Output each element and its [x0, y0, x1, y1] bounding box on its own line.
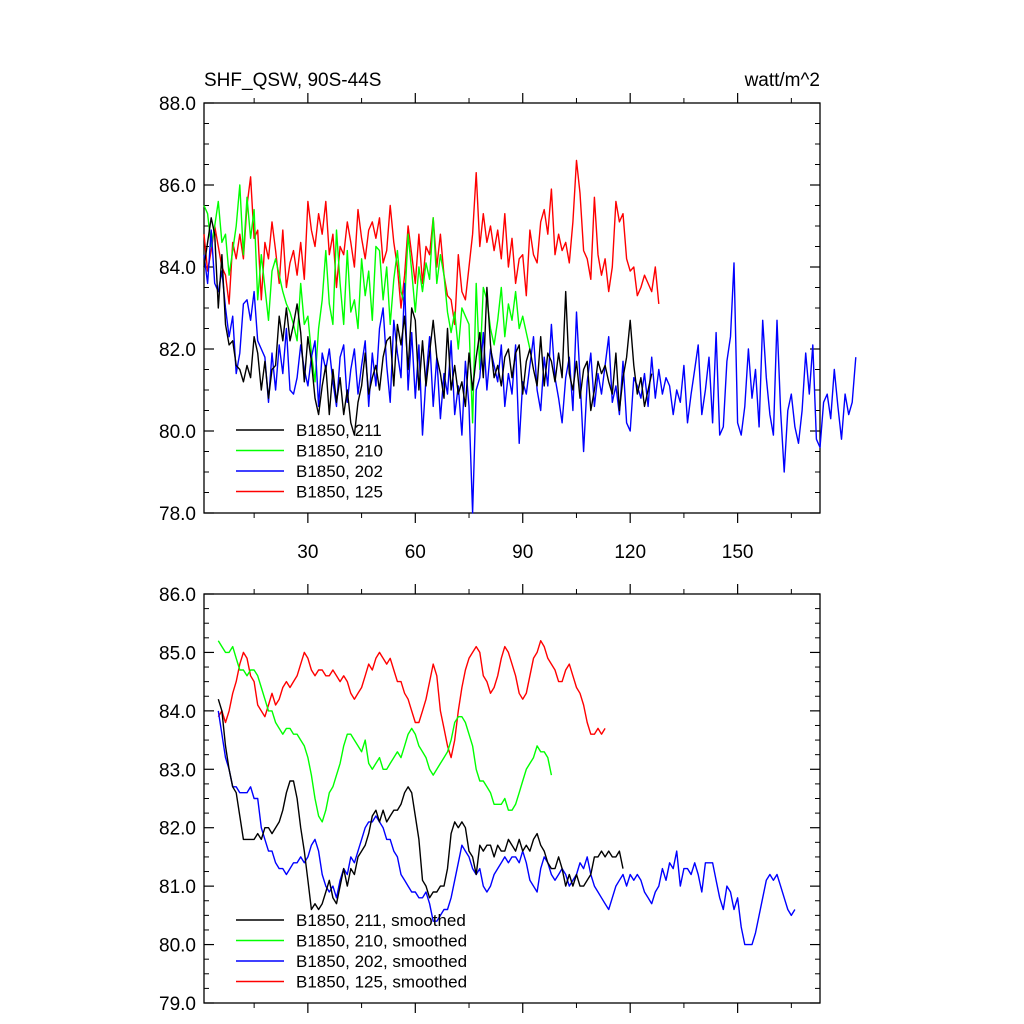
- y-tick-label: 80.0: [159, 422, 196, 443]
- legend-entry: B1850, 202: [296, 462, 383, 481]
- legend-entry: B1850, 210: [296, 442, 383, 461]
- y-tick-label: 86.0: [159, 585, 196, 606]
- y-tick-label: 79.0: [159, 994, 196, 1015]
- x-tick-label: 120: [614, 542, 646, 563]
- y-tick-label: 84.0: [159, 702, 196, 723]
- series-line: [203, 229, 857, 514]
- y-tick-label: 80.0: [159, 936, 196, 957]
- legend-entry: B1850, 202, smoothed: [296, 952, 467, 971]
- y-tick-label: 83.0: [159, 760, 196, 781]
- legend-entry: B1850, 211, smoothed: [296, 911, 466, 930]
- units-label: watt/m^2: [744, 70, 820, 91]
- y-tick-label: 81.0: [159, 877, 196, 898]
- y-tick-label: 82.0: [159, 340, 196, 361]
- x-tick-label: 60: [405, 542, 426, 563]
- y-tick-label: 78.0: [159, 504, 196, 525]
- top-panel: 78.0 80.0 82.0 84.0 86.0 88.0 30 60 90 120 150 B185…: [159, 93, 857, 563]
- bottom-panel: 79.0 80.0 81.0 82.0 83.0 84.0 85.0 86.0 B1850, 2…: [159, 584, 821, 1015]
- y-tick-label: 82.0: [159, 819, 196, 840]
- y-tick-label: 86.0: [159, 176, 196, 197]
- series-line: [217, 710, 796, 946]
- chart-title: SHF_QSW, 90S-44S: [204, 70, 381, 91]
- series-line: [217, 640, 553, 823]
- series-line: [203, 217, 653, 436]
- x-tick-label: 150: [722, 542, 754, 563]
- series-line: [217, 698, 624, 911]
- series-line: [217, 640, 606, 759]
- y-tick-label: 84.0: [159, 258, 196, 279]
- x-tick-label: 30: [297, 542, 318, 563]
- legend-entry: B1850, 125: [296, 483, 383, 502]
- legend-entry: B1850, 125, smoothed: [296, 973, 467, 992]
- y-tick-label: 85.0: [159, 643, 196, 664]
- series-line: [203, 159, 660, 326]
- y-tick-label: 88.0: [159, 94, 196, 115]
- series-line: [203, 184, 531, 424]
- legend-entry: B1850, 210, smoothed: [296, 932, 467, 951]
- x-tick-label: 90: [512, 542, 533, 563]
- legend-entry: B1850, 211: [296, 421, 382, 440]
